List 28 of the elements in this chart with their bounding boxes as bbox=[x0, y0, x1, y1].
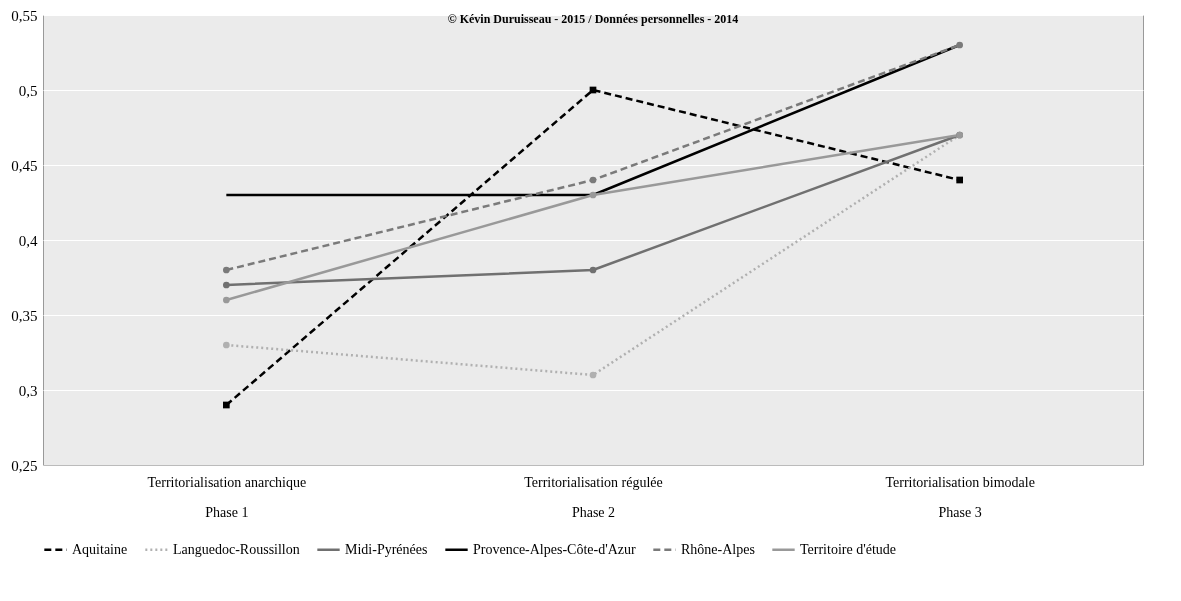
legend-label: Territoire d'étude bbox=[800, 541, 896, 557]
x-tick-label: Territorialisation régulée Phase 2 bbox=[524, 474, 663, 520]
legend-label: Languedoc-Roussillon bbox=[173, 541, 300, 557]
point bbox=[222, 296, 230, 304]
y-tick-label: 0,55 bbox=[11, 7, 38, 24]
y-tick-label: 0,3 bbox=[18, 382, 38, 399]
point bbox=[956, 176, 964, 184]
legend-label: Midi-Pyrénées bbox=[345, 541, 428, 557]
point bbox=[589, 371, 597, 379]
chart-title: © Kévin Duruisseau - 2015 / Données personnelles - 2014 bbox=[447, 12, 739, 26]
point bbox=[222, 281, 230, 289]
point bbox=[222, 266, 230, 274]
y-tick-label: 0,35 bbox=[11, 307, 38, 324]
point bbox=[589, 266, 597, 274]
y-tick-label: 0,4 bbox=[18, 232, 38, 249]
y-tick-label: 0,25 bbox=[11, 457, 38, 474]
y-tick-label: 0,5 bbox=[18, 82, 38, 99]
y-tick-label: 0,45 bbox=[11, 157, 38, 174]
point bbox=[956, 41, 964, 49]
legend-label: Aquitaine bbox=[72, 541, 128, 557]
x-tick-label: Territorialisation anarchique Phase 1 bbox=[147, 474, 307, 520]
point bbox=[589, 191, 597, 199]
legend-label: Provence-Alpes-Côte-d'Azur bbox=[473, 541, 637, 557]
legend-label: Rhône-Alpes bbox=[681, 541, 755, 557]
point bbox=[222, 401, 230, 409]
point bbox=[222, 341, 230, 349]
x-tick-label: Territorialisation bimodale Phase 3 bbox=[885, 474, 1035, 520]
point bbox=[589, 176, 597, 184]
